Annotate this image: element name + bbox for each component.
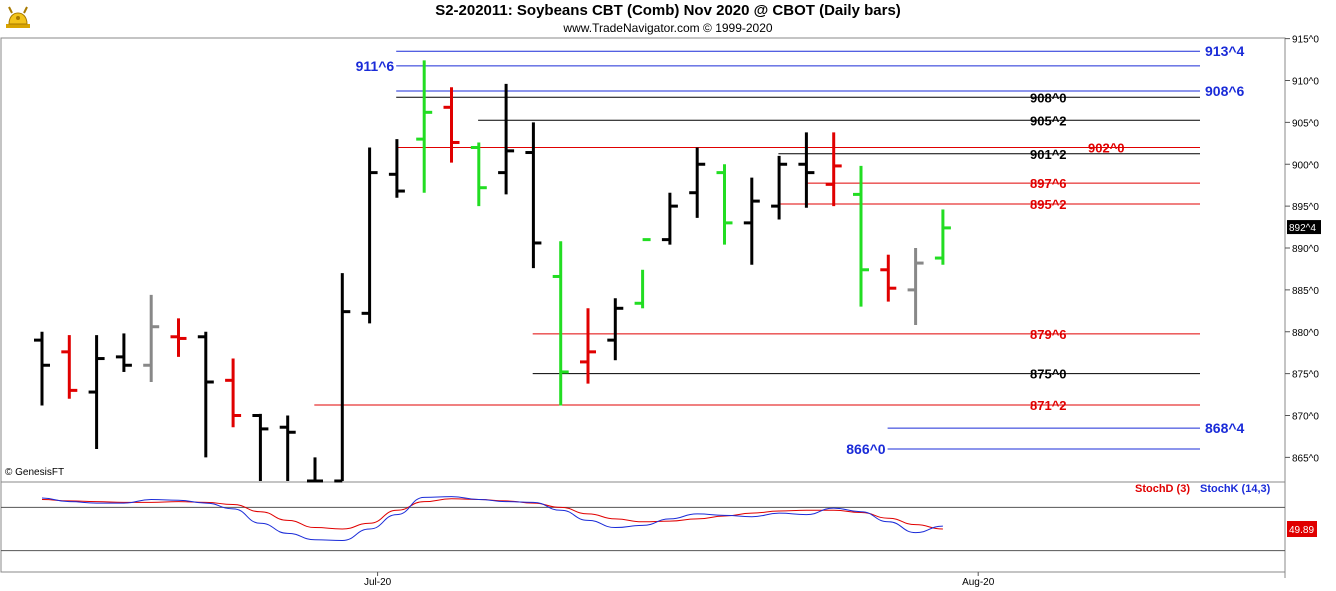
level-label: 879^6 (1030, 327, 1067, 342)
price-tick-label: 880^0 (1292, 328, 1319, 339)
price-tick-label: 900^0 (1292, 160, 1319, 171)
ohlc-bar (443, 87, 460, 163)
ohlc-bar (334, 273, 351, 483)
ohlc-bar (307, 457, 323, 483)
ohlc-bar (880, 254, 897, 302)
current-price-tag (1287, 220, 1321, 235)
ohlc-bar (634, 238, 651, 309)
time-tick-label: Jul-20 (364, 577, 392, 588)
oscillator-value-tag (1287, 521, 1317, 537)
time-axis: Jul-20 Aug-20 (364, 572, 995, 588)
chart-subtitle: www.TradeNavigator.com © 1999-2020 (563, 21, 773, 35)
level-label: 901^2 (1030, 147, 1067, 162)
ohlc-bar (689, 147, 706, 218)
ohlc-bar (88, 335, 105, 449)
price-tick-label: 910^0 (1292, 77, 1319, 88)
ohlc-bar (361, 147, 378, 324)
level-label: 911^6 (356, 58, 395, 74)
price-tick-label: 905^0 (1292, 118, 1319, 129)
ohlc-bar (580, 308, 596, 384)
ohlc-bar (115, 333, 132, 372)
ohlc-bar (61, 335, 78, 399)
ohlc-bar (498, 83, 515, 195)
level-label: 902^0 (1088, 141, 1125, 156)
level-label: 871^2 (1030, 398, 1067, 413)
ohlc-bar (607, 298, 624, 361)
price-panel-border (0, 37, 1286, 483)
ohlc-bar (416, 60, 433, 193)
price-tick-label: 865^0 (1292, 453, 1319, 464)
current-price-label: 892^4 (1289, 223, 1316, 234)
ohlc-bar (525, 122, 542, 269)
bull-logo-icon (3, 3, 33, 36)
ohlc-bar (170, 318, 187, 357)
level-label: 897^6 (1030, 176, 1067, 191)
stoch-k-legend: StochK (14,3) (1200, 483, 1271, 495)
ohlc-bar (143, 294, 160, 382)
ohlc-bar (252, 413, 269, 481)
copyright-label: © GenesisFT (5, 467, 65, 478)
ohlc-bar (279, 415, 296, 481)
oscillator-value-label: 49.89 (1289, 525, 1314, 536)
price-tick-label: 895^0 (1292, 202, 1319, 213)
level-label: 866^0 (846, 441, 886, 457)
ohlc-bar (934, 209, 951, 265)
ohlc-bar (225, 358, 242, 428)
ohlc-bar (470, 142, 487, 207)
stochastic-panel: 49.89 (1, 496, 1317, 552)
price-tick-label: 875^0 (1292, 370, 1319, 381)
price-axis: 865^0 870^0 875^0 880^0 885^0 890^0 895^0 900^0… (1285, 35, 1321, 464)
chart-title: S2-202011: Soybeans CBT (Comb) Nov 2020 … (435, 2, 901, 19)
ohlc-bar (771, 155, 788, 220)
price-tick-label: 890^0 (1292, 244, 1319, 255)
level-label: 913^4 (1205, 43, 1245, 59)
ohlc-bar (825, 132, 842, 207)
ohlc-bar (552, 241, 569, 406)
chart-frame (0, 37, 1286, 578)
level-label: 905^2 (1030, 113, 1067, 128)
ohlc-bar (716, 164, 733, 245)
ohlc-bar (798, 132, 815, 208)
ohlc-bars (34, 60, 951, 483)
ohlc-bar (197, 331, 214, 458)
stoch-d-line (41, 498, 943, 530)
level-label: 868^4 (1205, 420, 1245, 436)
ohlc-bar (907, 248, 924, 326)
ohlc-bar (853, 165, 869, 307)
price-tick-label: 870^0 (1292, 412, 1319, 423)
time-tick-label: Aug-20 (962, 577, 995, 588)
ohlc-bar (661, 192, 678, 245)
oscillator-panel-border (0, 481, 1286, 573)
level-label: 875^0 (1030, 367, 1067, 382)
ohlc-bar (388, 139, 405, 198)
level-label: 895^2 (1030, 197, 1067, 212)
ohlc-bar (34, 331, 50, 406)
level-lines: 913^4 911^6 908^6 908^0 905^2 902^0 901^2 897^6… (314, 43, 1245, 457)
level-label: 908^6 (1205, 83, 1245, 99)
level-label: 908^0 (1030, 90, 1067, 105)
stoch-k-line (41, 496, 943, 542)
ohlc-bar (743, 177, 760, 265)
price-tick-label: 915^0 (1292, 35, 1319, 46)
stoch-d-legend: StochD (3) (1135, 483, 1190, 495)
price-tick-label: 885^0 (1292, 286, 1319, 297)
